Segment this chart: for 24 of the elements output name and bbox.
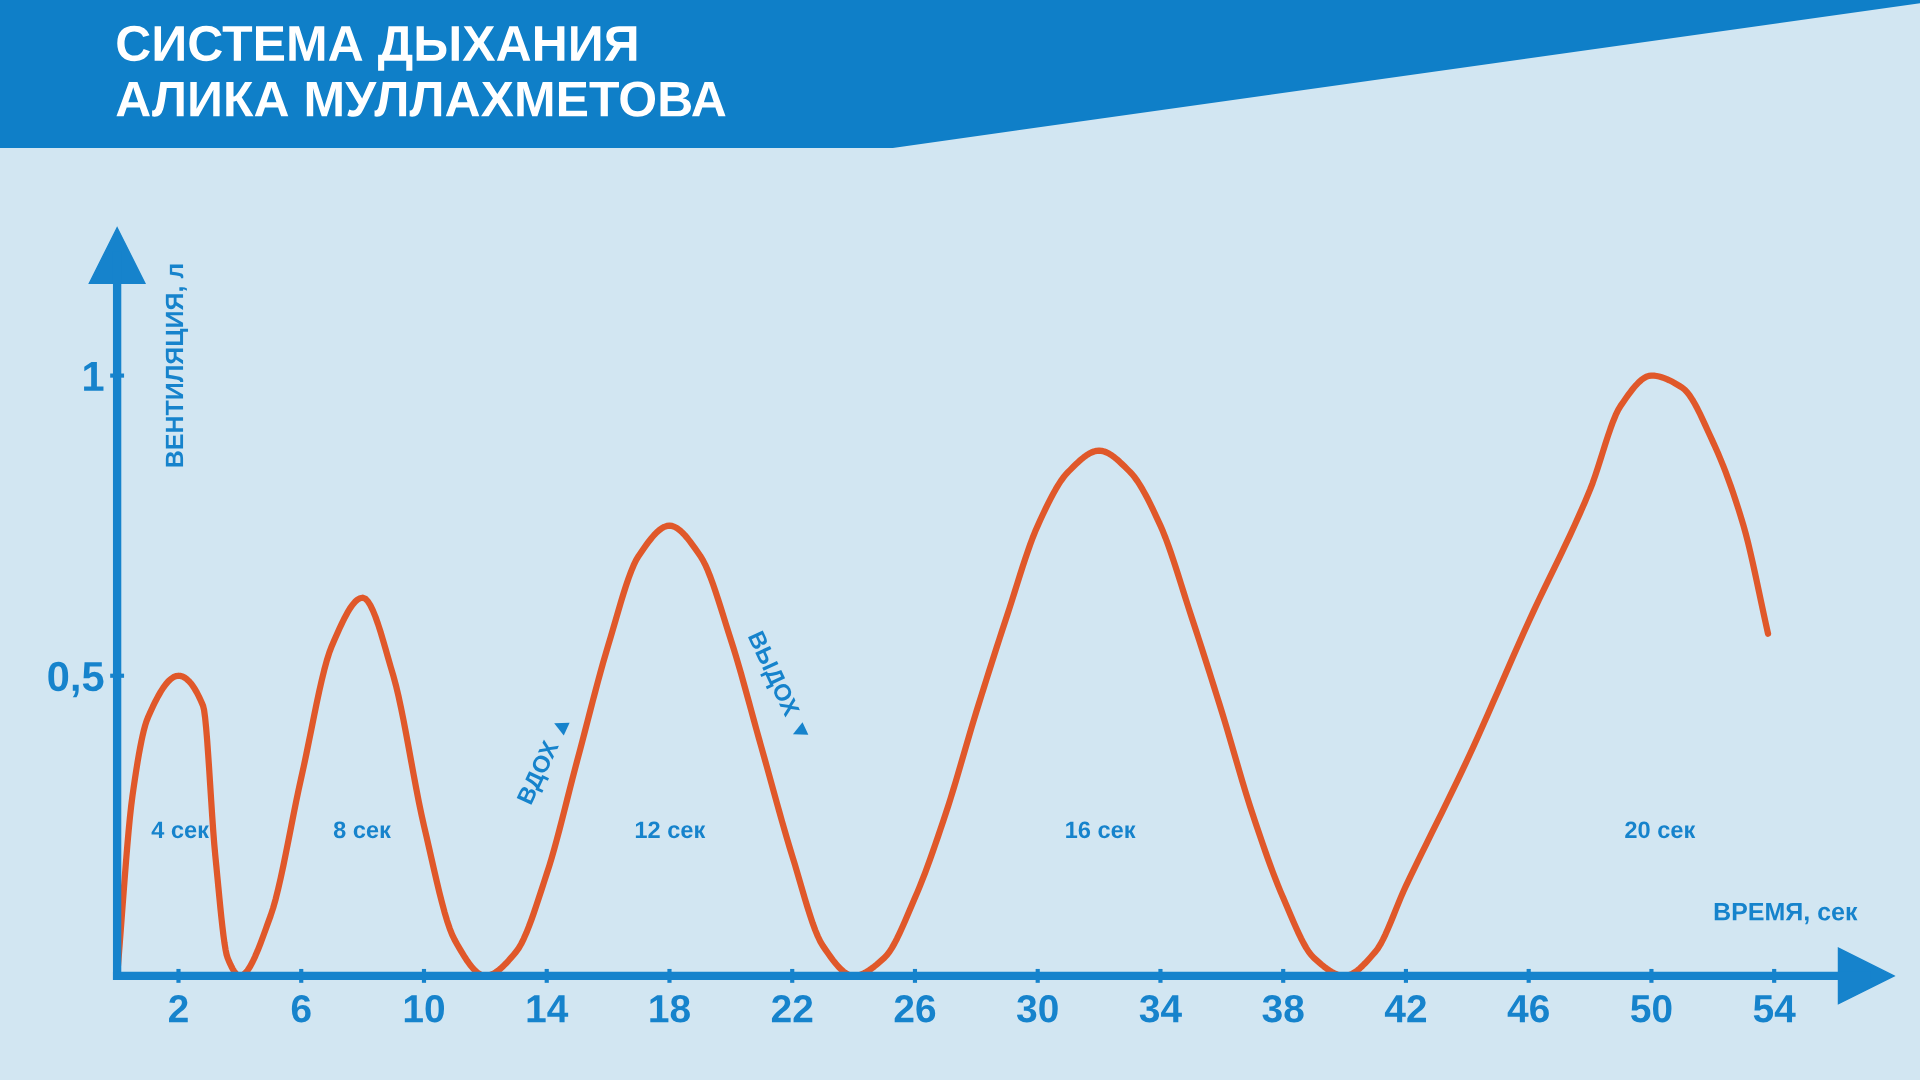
y-axis-title: ВЕНТИЛЯЦИЯ, л [165,264,189,467]
x-axis-title: ВРЕМЯ, сек [1714,903,1858,925]
annotation: 12 сек [635,821,706,839]
x-tick-label: 42 [1384,994,1427,1023]
annotation: 20 сек [1625,821,1696,839]
x-tick-label: 2 [169,994,188,1023]
x-tick-label: 26 [894,994,936,1023]
annotation: 8 сек [333,821,391,839]
x-tick-label: 46 [1507,994,1549,1023]
x-tick-label: 18 [650,994,690,1023]
annotation: 4 сек [151,821,209,839]
x-tick-label: 30 [1016,994,1058,1023]
x-tick-label: 54 [1753,995,1796,1023]
y-tick-label: 1 [84,362,104,391]
y-tick-label: 0,5 [48,661,104,698]
x-tick-label: 50 [1631,994,1672,1023]
chart-title: СИСТЕМА ДЫХАНИЯ АЛИКА МУЛЛАХМЕТОВА [116,25,726,117]
x-tick-label: 38 [1262,994,1304,1023]
x-tick-label: 6 [291,994,311,1023]
x-tick-label: 22 [771,994,813,1023]
x-tick-label: 10 [404,994,445,1023]
x-tick-label: 14 [527,995,569,1023]
annotation: 16 сек [1066,821,1136,839]
x-tick-label: 34 [1139,994,1182,1023]
